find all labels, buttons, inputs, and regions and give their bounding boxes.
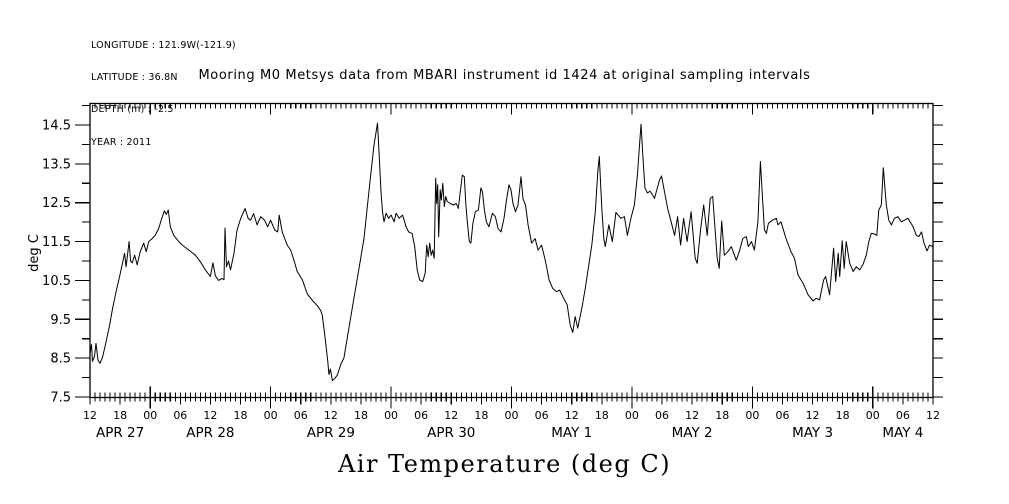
chart-title: Mooring M0 Metsys data from MBARI instru… — [198, 68, 811, 83]
x-hour-label: 18 — [836, 409, 850, 422]
x-day-label: MAY 1 — [551, 425, 592, 441]
x-day-label: MAY 4 — [882, 425, 923, 441]
x-hour-label: 18 — [234, 409, 248, 422]
x-hour-label: 00 — [505, 409, 519, 422]
x-day-label: APR 29 — [307, 425, 355, 441]
x-hour-label: 18 — [715, 409, 729, 422]
x-hour-label: 18 — [354, 409, 368, 422]
x-day-label: MAY 3 — [792, 425, 833, 441]
metadata-block: LONGITUDE : 121.9W(-121.9) LATITUDE : 36… — [91, 19, 236, 170]
x-hour-label: 00 — [264, 409, 278, 422]
x-hour-label: 12 — [324, 409, 338, 422]
metadata-latitude: LATITUDE : 36.8N — [91, 71, 178, 83]
y-axis-tick-label: 7.5 — [50, 391, 71, 406]
metadata-longitude: LONGITUDE : 121.9W(-121.9) — [91, 39, 236, 51]
y-axis-tick-label: 12.5 — [42, 196, 71, 211]
x-hour-label: 00 — [745, 409, 759, 422]
x-day-label: APR 27 — [96, 425, 144, 441]
y-axis-tick-label: 8.5 — [50, 352, 71, 367]
x-axis-title: Air Temperature (deg C) — [337, 450, 672, 478]
y-axis-tick-label: 11.5 — [42, 235, 71, 250]
y-axis-tick-label: 14.5 — [42, 119, 71, 134]
x-hour-label: 06 — [535, 409, 549, 422]
x-hour-label: 00 — [143, 409, 157, 422]
x-hour-label: 12 — [565, 409, 579, 422]
x-hour-label: 12 — [203, 409, 217, 422]
x-hour-label: 06 — [173, 409, 187, 422]
y-axis-tick-label: 10.5 — [42, 274, 71, 289]
y-axis-tick-label: 13.5 — [42, 157, 71, 172]
x-hour-label: 12 — [444, 409, 458, 422]
x-hour-label: 12 — [806, 409, 820, 422]
y-axis-tick-label: 9.5 — [50, 313, 71, 328]
metadata-depth: DEPTH (m) : -2.5 — [91, 104, 174, 116]
x-day-label: APR 30 — [427, 425, 475, 441]
x-hour-label: 06 — [655, 409, 669, 422]
y-axis-title: deg C — [27, 234, 42, 272]
x-hour-label: 18 — [474, 409, 488, 422]
x-hour-label: 06 — [896, 409, 910, 422]
x-hour-label: 06 — [775, 409, 789, 422]
x-hour-label: 06 — [294, 409, 308, 422]
x-day-label: APR 28 — [186, 425, 234, 441]
x-hour-label: 00 — [866, 409, 880, 422]
x-hour-label: 18 — [595, 409, 609, 422]
x-day-label: MAY 2 — [672, 425, 713, 441]
x-hour-label: 12 — [83, 409, 97, 422]
metadata-year: YEAR : 2011 — [91, 136, 152, 148]
x-hour-label: 18 — [113, 409, 127, 422]
x-hour-label: 12 — [685, 409, 699, 422]
x-hour-label: 12 — [926, 409, 940, 422]
x-hour-label: 00 — [625, 409, 639, 422]
x-hour-label: 00 — [384, 409, 398, 422]
temperature-line — [89, 122, 933, 382]
x-hour-label: 06 — [414, 409, 428, 422]
